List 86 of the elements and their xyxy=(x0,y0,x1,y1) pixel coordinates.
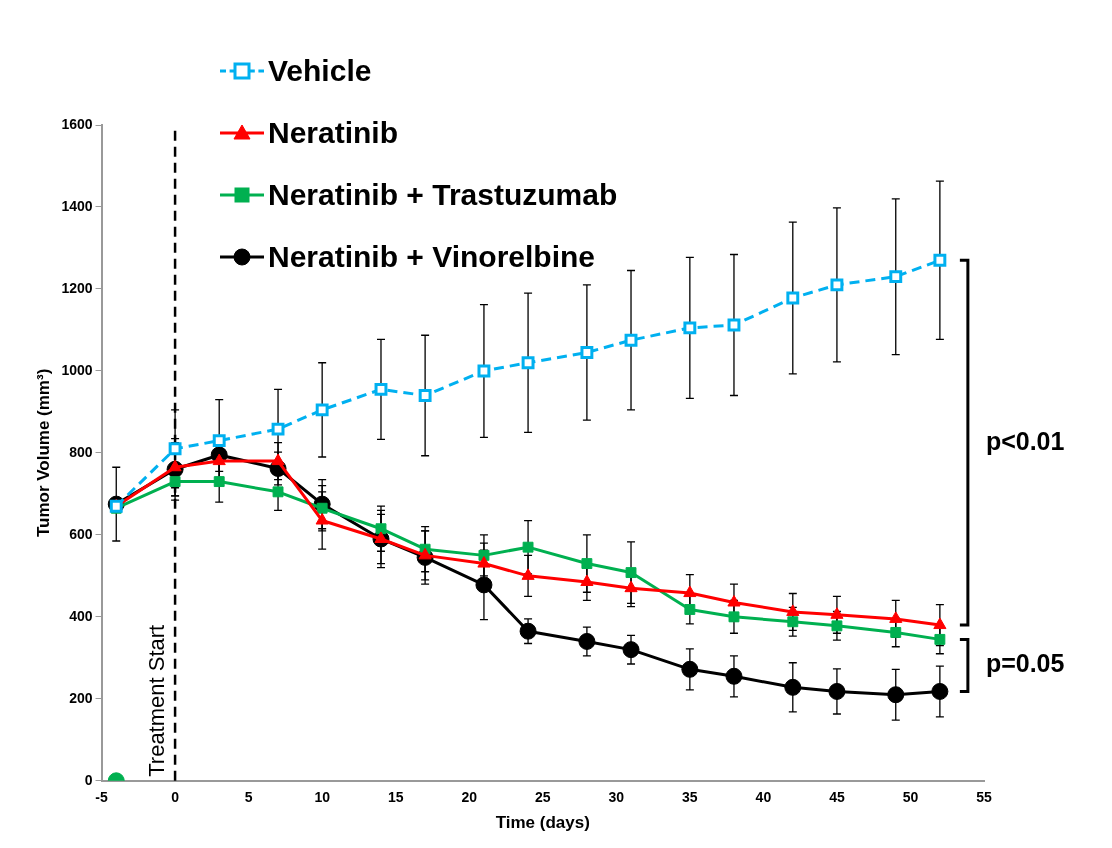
point xyxy=(624,580,638,593)
text: p<0.01 xyxy=(985,426,1065,455)
legend-label: Neratinib + Trastuzumab xyxy=(268,178,618,212)
point xyxy=(315,403,329,417)
point xyxy=(786,604,800,616)
x-tick-label: -5 xyxy=(95,789,108,806)
point xyxy=(933,617,947,630)
x-tick-label: 55 xyxy=(976,789,992,806)
point xyxy=(933,253,947,267)
point xyxy=(580,346,594,359)
point xyxy=(624,333,638,347)
x-tick-label: 45 xyxy=(829,789,845,806)
point xyxy=(684,604,696,615)
point xyxy=(212,434,226,448)
point xyxy=(375,523,387,535)
point xyxy=(519,622,537,640)
y-tick-label: 1000 xyxy=(61,361,93,378)
x-tick-label: 35 xyxy=(682,789,698,806)
point xyxy=(581,558,593,570)
x-tick-label: 50 xyxy=(902,789,919,806)
point xyxy=(683,585,697,598)
point xyxy=(271,453,285,466)
x-tick-label: 10 xyxy=(314,789,331,806)
point xyxy=(521,568,535,580)
point xyxy=(169,476,181,488)
point xyxy=(683,321,697,335)
point xyxy=(475,576,493,594)
point xyxy=(831,620,843,632)
point xyxy=(934,633,946,645)
x-tick-label: 15 xyxy=(387,789,404,806)
point xyxy=(830,607,844,619)
point xyxy=(522,541,534,553)
y-tick-label: 1200 xyxy=(61,279,93,296)
point xyxy=(212,453,226,466)
point xyxy=(374,382,388,396)
point xyxy=(418,547,432,560)
point xyxy=(887,686,905,704)
y-tick-label: 200 xyxy=(69,689,93,706)
y-tick-label: 800 xyxy=(69,443,93,460)
point xyxy=(580,574,594,587)
legend-label: Neratinib xyxy=(268,116,399,150)
point xyxy=(889,270,903,284)
point xyxy=(787,616,799,628)
point xyxy=(889,611,903,623)
y-tick-label: 0 xyxy=(84,771,93,788)
point xyxy=(727,318,741,332)
point xyxy=(418,389,432,402)
x-axis-title: Time (days) xyxy=(495,813,590,833)
y-tick-label: 1400 xyxy=(61,197,93,214)
x-tick-label: 0 xyxy=(171,789,180,806)
point xyxy=(681,660,699,678)
point xyxy=(477,556,491,568)
x-tick-label: 25 xyxy=(534,789,551,806)
y-axis-title: Tumor Volume (mm³) xyxy=(33,368,53,538)
x-tick-label: 40 xyxy=(755,789,772,806)
point xyxy=(890,626,902,638)
x-tick-label: 30 xyxy=(608,789,625,806)
y-tick-label: 400 xyxy=(69,607,93,624)
point xyxy=(728,611,740,623)
point xyxy=(784,678,802,696)
point xyxy=(315,513,329,525)
point xyxy=(786,291,800,305)
legend-label: Neratinib + Vinorelbine xyxy=(268,240,596,274)
point xyxy=(168,459,182,472)
x-tick-label: 5 xyxy=(244,789,253,806)
x-tick-label: 20 xyxy=(461,789,478,806)
point xyxy=(271,422,285,436)
text: p=0.05 xyxy=(985,649,1065,678)
point xyxy=(521,356,535,370)
point xyxy=(725,667,743,685)
point xyxy=(213,476,225,488)
point xyxy=(828,682,846,700)
y-tick-label: 600 xyxy=(69,525,93,542)
point xyxy=(727,595,741,607)
legend-label: Vehicle xyxy=(268,54,372,88)
ref-line-label: Treatment Start xyxy=(144,624,170,777)
y-tick-label: 1600 xyxy=(61,115,93,132)
point xyxy=(625,567,637,579)
point xyxy=(477,364,491,378)
point xyxy=(830,278,844,292)
point xyxy=(374,531,388,543)
point xyxy=(578,632,596,650)
point xyxy=(168,442,182,456)
point xyxy=(622,641,640,659)
point xyxy=(931,682,949,700)
point xyxy=(272,486,284,498)
